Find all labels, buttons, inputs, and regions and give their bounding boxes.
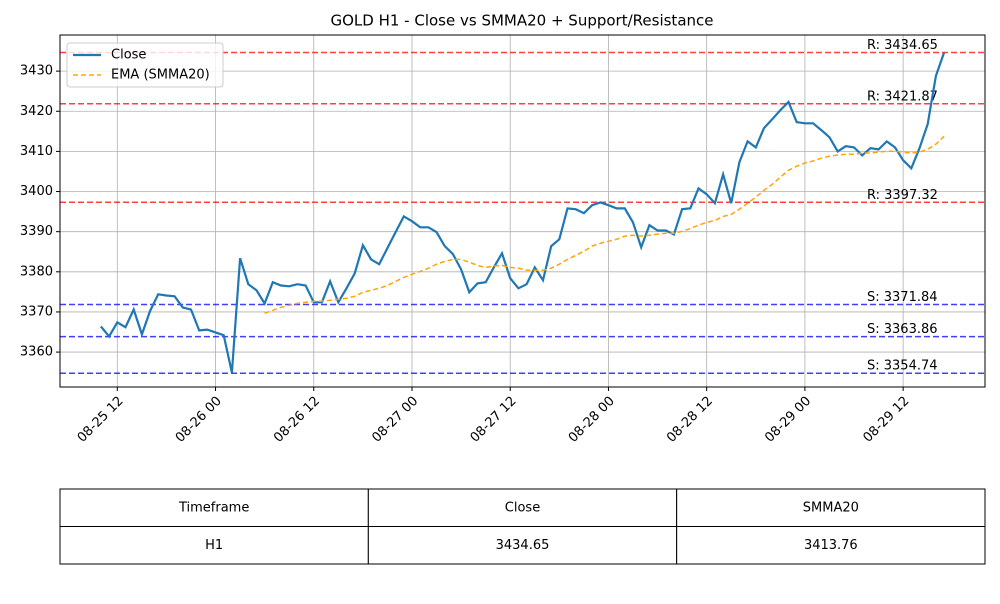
- y-tick-label: 3400: [20, 184, 53, 199]
- table-header: Close: [505, 500, 540, 515]
- series-line: [264, 135, 945, 315]
- table-header: SMMA20: [803, 500, 859, 515]
- table-cell: [59, 488, 369, 527]
- x-tick-label: 08-27 00: [369, 394, 421, 446]
- table-cell: [676, 488, 986, 527]
- x-tick-label: 08-27 12: [468, 394, 520, 446]
- level-label: R: 3421.87: [867, 89, 938, 104]
- series-line: [100, 52, 946, 373]
- table-cell: [367, 526, 678, 565]
- y-tick-label: 3360: [20, 345, 53, 360]
- plot-frame: [59, 34, 986, 388]
- x-tick-label: 08-25 12: [75, 394, 127, 446]
- x-tick-label: 08-28 00: [566, 394, 618, 446]
- y-tick-label: 3430: [20, 64, 53, 79]
- y-tick-label: 3420: [20, 104, 53, 119]
- table-value: 3434.65: [496, 538, 550, 553]
- legend-label: EMA (SMMA20): [111, 68, 210, 83]
- legend-label: Close: [111, 48, 146, 63]
- y-tick-label: 3380: [20, 264, 53, 279]
- x-tick-label: 08-26 00: [173, 394, 225, 446]
- y-tick-label: 3390: [20, 224, 53, 239]
- y-tick-label: 3410: [20, 144, 53, 159]
- level-label: S: 3354.74: [867, 359, 938, 374]
- x-tick-label: 08-29 00: [762, 394, 814, 446]
- x-tick-label: 08-28 12: [664, 394, 716, 446]
- table-cell: [59, 526, 369, 565]
- level-label: R: 3434.65: [867, 38, 938, 53]
- chart-title: GOLD H1 - Close vs SMMA20 + Support/Resi…: [330, 12, 713, 30]
- x-tick-label: 08-26 12: [271, 394, 323, 446]
- table-value: H1: [205, 538, 223, 553]
- table-cell: [676, 526, 986, 565]
- table-cell: [367, 488, 678, 527]
- x-tick-label: 08-29 12: [861, 394, 913, 446]
- level-label: S: 3371.84: [867, 290, 938, 305]
- legend-box: [66, 42, 224, 88]
- y-tick-label: 3370: [20, 304, 53, 319]
- level-label: R: 3397.32: [867, 188, 938, 203]
- table-value: 3413.76: [804, 538, 858, 553]
- table-header: Timeframe: [178, 500, 249, 515]
- level-label: S: 3363.86: [867, 322, 938, 337]
